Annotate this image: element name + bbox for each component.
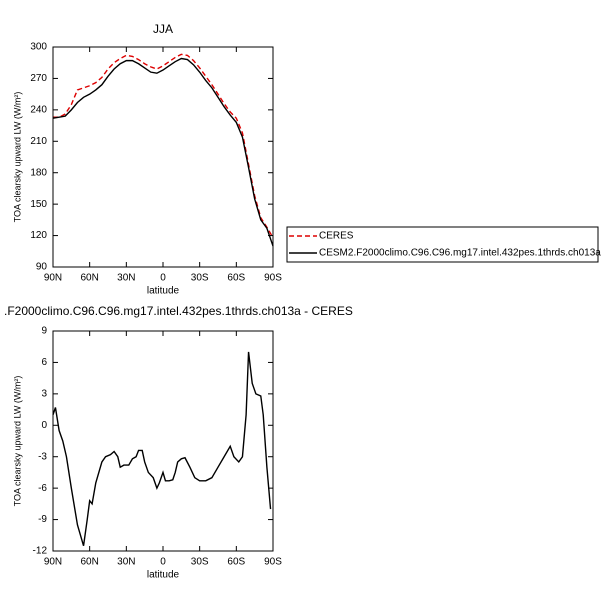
x-tick-label: 30S (191, 557, 209, 568)
data-line (52, 57, 274, 247)
y-tick-label: 210 (30, 136, 47, 147)
y-tick-label: 270 (30, 73, 47, 84)
chart-title: .F2000climo.C96.C96.mg17.intel.432pes.1t… (4, 304, 353, 318)
x-tick-label: 30N (117, 273, 135, 284)
y-tick-label: -3 (38, 451, 47, 462)
y-tick-label: 0 (41, 420, 47, 431)
x-tick-label: 30S (191, 273, 209, 284)
x-tick-label: 90N (44, 557, 62, 568)
x-tick-label: 60N (80, 273, 98, 284)
x-tick-label: 60S (227, 557, 245, 568)
legend-label: CESM2.F2000climo.C96.C96.mg17.intel.432p… (319, 248, 601, 259)
y-tick-label: -12 (33, 546, 48, 557)
y-tick-label: 300 (30, 42, 47, 53)
x-axis-label: latitude (147, 286, 180, 297)
chart-title: JJA (153, 22, 173, 36)
data-line (52, 351, 272, 546)
y-tick-label: 180 (30, 167, 47, 178)
y-tick-label: -9 (38, 514, 47, 525)
plot-frame (52, 330, 274, 552)
y-tick-label: 240 (30, 104, 47, 115)
x-axis-label: latitude (147, 570, 180, 581)
plot-frame (52, 46, 274, 268)
y-axis-label: TOA clearsky upward LW (W/m²) (12, 92, 22, 223)
x-tick-label: 90S (264, 273, 282, 284)
x-tick-label: 60N (80, 557, 98, 568)
y-tick-label: 90 (36, 262, 48, 273)
y-tick-label: 3 (41, 388, 47, 399)
y-axis-label: TOA clearsky upward LW (W/m²) (12, 376, 22, 507)
x-tick-label: 90N (44, 273, 62, 284)
y-tick-label: 150 (30, 199, 47, 210)
data-line (53, 53, 274, 239)
y-tick-label: 9 (41, 326, 47, 337)
x-tick-label: 0 (160, 557, 166, 568)
y-tick-label: 120 (30, 230, 47, 241)
legend-box (286, 226, 599, 263)
y-tick-label: -6 (38, 483, 47, 494)
x-tick-label: 30N (117, 557, 135, 568)
legend-label: CERES (319, 231, 354, 242)
y-tick-label: 6 (41, 357, 47, 368)
x-tick-label: 90S (264, 557, 282, 568)
x-tick-label: 60S (227, 273, 245, 284)
x-tick-label: 0 (160, 273, 166, 284)
